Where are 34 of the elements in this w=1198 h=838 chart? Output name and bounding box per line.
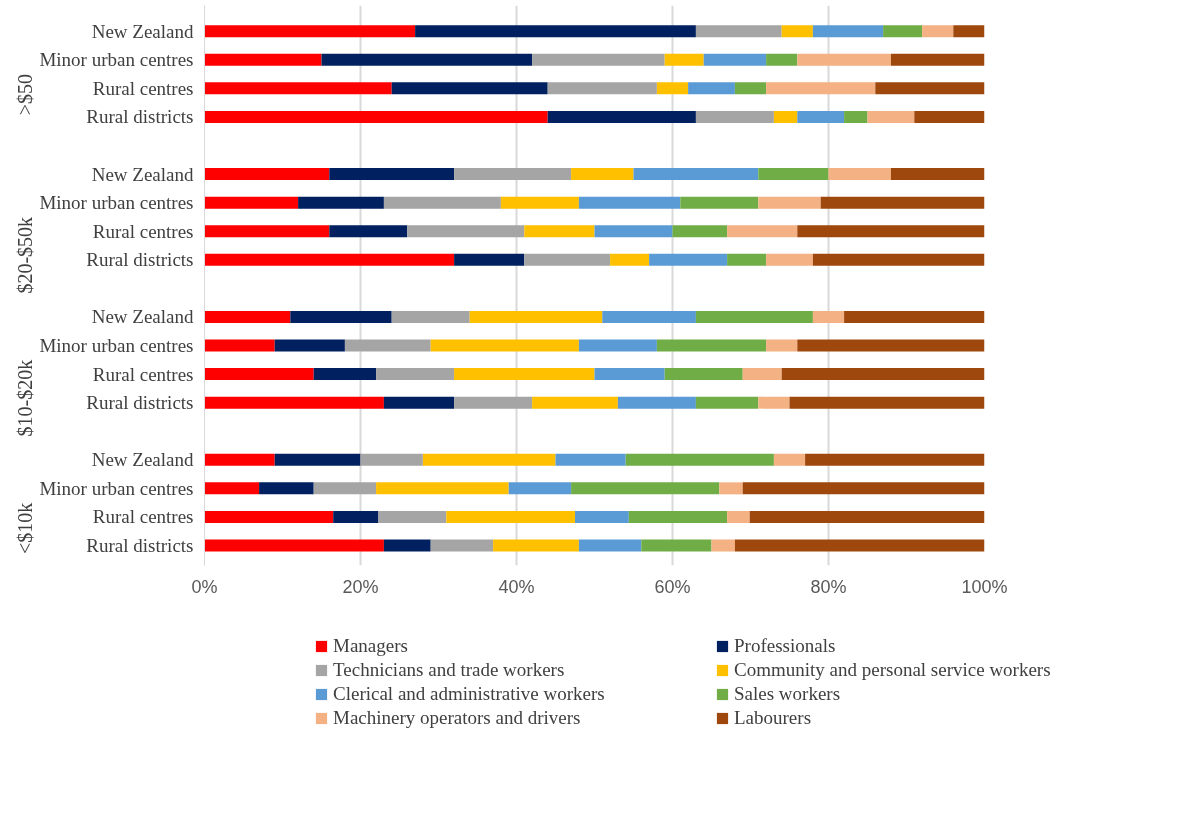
- x-tick-label: 20%: [342, 576, 379, 597]
- y-tick-label: Rural districts: [86, 106, 194, 128]
- x-tick-label: 100%: [961, 576, 1008, 597]
- text: >$50: [14, 74, 37, 116]
- y-tick-label: Rural centres: [92, 77, 194, 99]
- y-tick-label: Minor urban centres: [39, 477, 194, 499]
- legend-label: Sales workers: [734, 683, 842, 705]
- y-tick-label: Rural centres: [92, 506, 194, 528]
- legend-label: Clerical and administrative workers: [333, 683, 606, 705]
- x-tick-label: 60%: [654, 576, 691, 597]
- legend-label: Machinery operators and drivers: [333, 707, 582, 729]
- y-tick-label: New Zealand: [91, 163, 194, 185]
- y-tick-label: Minor urban centres: [39, 49, 194, 71]
- legend-label: Professionals: [734, 635, 837, 657]
- x-tick-label: 0%: [191, 576, 218, 597]
- y-tick-label: Rural centres: [92, 363, 194, 385]
- y-tick-label: Rural districts: [86, 249, 194, 271]
- x-tick-label: 40%: [498, 576, 535, 597]
- y-tick-label: New Zealand: [91, 306, 194, 328]
- y-tick-label: Minor urban centres: [39, 335, 194, 356]
- y-tick-label: Rural districts: [86, 392, 194, 414]
- y-tick-label: New Zealand: [91, 20, 194, 42]
- legend-label: Managers: [333, 635, 409, 657]
- legend-label: Technicians and trade workers: [333, 659, 566, 681]
- text: <$10k: [14, 502, 37, 554]
- y-tick-label: New Zealand: [91, 449, 194, 471]
- text: $20-$50k: [14, 216, 37, 294]
- legend-label: Community and personal service workers: [734, 659, 1052, 681]
- legend-label: Labourers: [734, 707, 813, 729]
- x-tick-label: 80%: [810, 576, 847, 597]
- y-tick-label: Rural centres: [92, 220, 194, 242]
- text: $10-$20k: [14, 359, 37, 437]
- y-tick-label: Rural districts: [86, 535, 194, 556]
- y-tick-label: Minor urban centres: [39, 192, 194, 214]
